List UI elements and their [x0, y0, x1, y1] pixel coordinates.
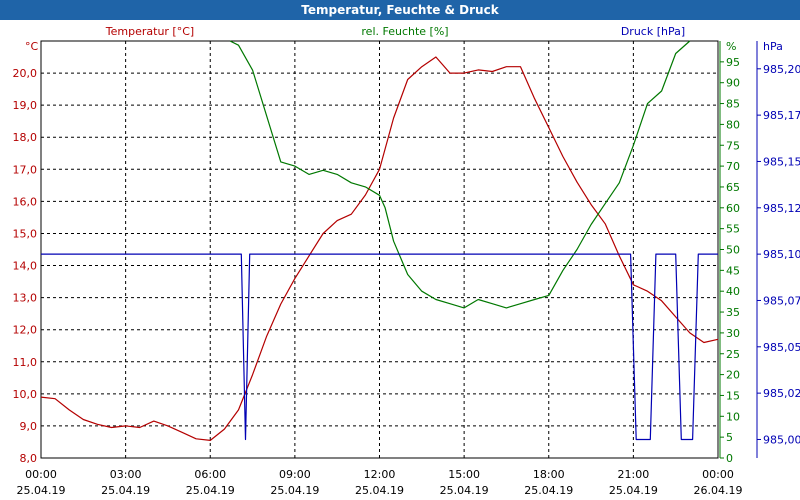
x-tick-time-label: 15:00: [448, 468, 480, 481]
humidity-tick-label: 15: [726, 389, 740, 402]
temperature-tick-label: 9,0: [20, 420, 38, 433]
x-tick-time-label: 00:00: [702, 468, 734, 481]
temperature-axis-title: Temperatur [°C]: [105, 25, 194, 38]
temperature-tick-label: 17,0: [13, 163, 38, 176]
x-tick-time-label: 18:00: [533, 468, 565, 481]
humidity-tick-label: 50: [726, 244, 740, 257]
temperature-tick-label: 15,0: [13, 227, 38, 240]
x-tick-time-label: 03:00: [110, 468, 142, 481]
temperature-unit-label: °C: [25, 40, 39, 53]
humidity-tick-label: 30: [726, 327, 740, 340]
humidity-tick-label: 10: [726, 410, 740, 423]
temperature-line: [40, 56, 719, 441]
pressure-tick-label: 985,07: [763, 294, 800, 307]
pressure-unit-label: hPa: [763, 40, 783, 53]
temperature-tick-label: 8,0: [20, 452, 38, 465]
humidity-tick-label: 25: [726, 348, 740, 361]
humidity-tick-label: 55: [726, 223, 740, 236]
x-tick-time-label: 09:00: [279, 468, 311, 481]
temperature-tick-label: 20,0: [13, 67, 38, 80]
pressure-tick-label: 985,10: [763, 248, 800, 261]
temperature-tick-label: 12,0: [13, 324, 38, 337]
plot-area: [41, 41, 718, 458]
pressure-axis-title: Druck [hPa]: [621, 25, 685, 38]
x-tick-date-label: 25.04.19: [186, 484, 235, 497]
x-tick-time-label: 12:00: [364, 468, 396, 481]
pressure-tick-label: 985,12: [763, 202, 800, 215]
x-tick-date-label: 25.04.19: [609, 484, 658, 497]
humidity-tick-label: 20: [726, 369, 740, 382]
plot-frame: [40, 40, 719, 459]
humidity-tick-label: 60: [726, 202, 740, 215]
x-tick-time-label: 21:00: [618, 468, 650, 481]
humidity-tick-label: 75: [726, 139, 740, 152]
temperature-tick-label: 14,0: [13, 260, 38, 273]
humidity-unit-label: %: [726, 40, 736, 53]
temperature-tick-label: 10,0: [13, 388, 38, 401]
humidity-tick-label: 95: [726, 56, 740, 69]
x-tick-date-label: 25.04.19: [17, 484, 66, 497]
x-tick-time-label: 00:00: [25, 468, 57, 481]
humidity-tick-label: 40: [726, 285, 740, 298]
pressure-tick-label: 985,00: [763, 433, 800, 446]
humidity-tick-label: 85: [726, 98, 740, 111]
x-tick-date-label: 25.04.19: [101, 484, 150, 497]
pressure-tick-label: 985,20: [763, 63, 800, 76]
temperature-tick-label: 18,0: [13, 131, 38, 144]
x-tick-date-label: 26.04.19: [694, 484, 743, 497]
humidity-axis-title: rel. Feuchte [%]: [361, 25, 448, 38]
pressure-tick-label: 985,15: [763, 155, 800, 168]
pressure-tick-label: 985,17: [763, 109, 800, 122]
x-tick-date-label: 25.04.19: [270, 484, 319, 497]
humidity-tick-label: 5: [726, 431, 733, 444]
x-tick-date-label: 25.04.19: [440, 484, 489, 497]
pressure-line: [41, 253, 718, 441]
chart-title: Temperatur, Feuchte & Druck: [301, 3, 499, 17]
humidity-tick-label: 0: [726, 452, 733, 465]
temperature-tick-label: 11,0: [13, 356, 38, 369]
x-tick-time-label: 06:00: [194, 468, 226, 481]
temperature-tick-label: 13,0: [13, 292, 38, 305]
humidity-tick-label: 80: [726, 118, 740, 131]
humidity-tick-label: 90: [726, 77, 740, 90]
humidity-tick-label: 65: [726, 181, 740, 194]
x-tick-date-label: 25.04.19: [524, 484, 573, 497]
pressure-tick-label: 985,05: [763, 341, 800, 354]
title-bar: [0, 0, 800, 20]
humidity-tick-label: 35: [726, 306, 740, 319]
humidity-line: [229, 40, 691, 309]
humidity-tick-label: 45: [726, 264, 740, 277]
x-tick-date-label: 25.04.19: [355, 484, 404, 497]
temperature-tick-label: 16,0: [13, 195, 38, 208]
pressure-tick-label: 985,02: [763, 387, 800, 400]
humidity-tick-label: 70: [726, 160, 740, 173]
temperature-tick-label: 19,0: [13, 99, 38, 112]
